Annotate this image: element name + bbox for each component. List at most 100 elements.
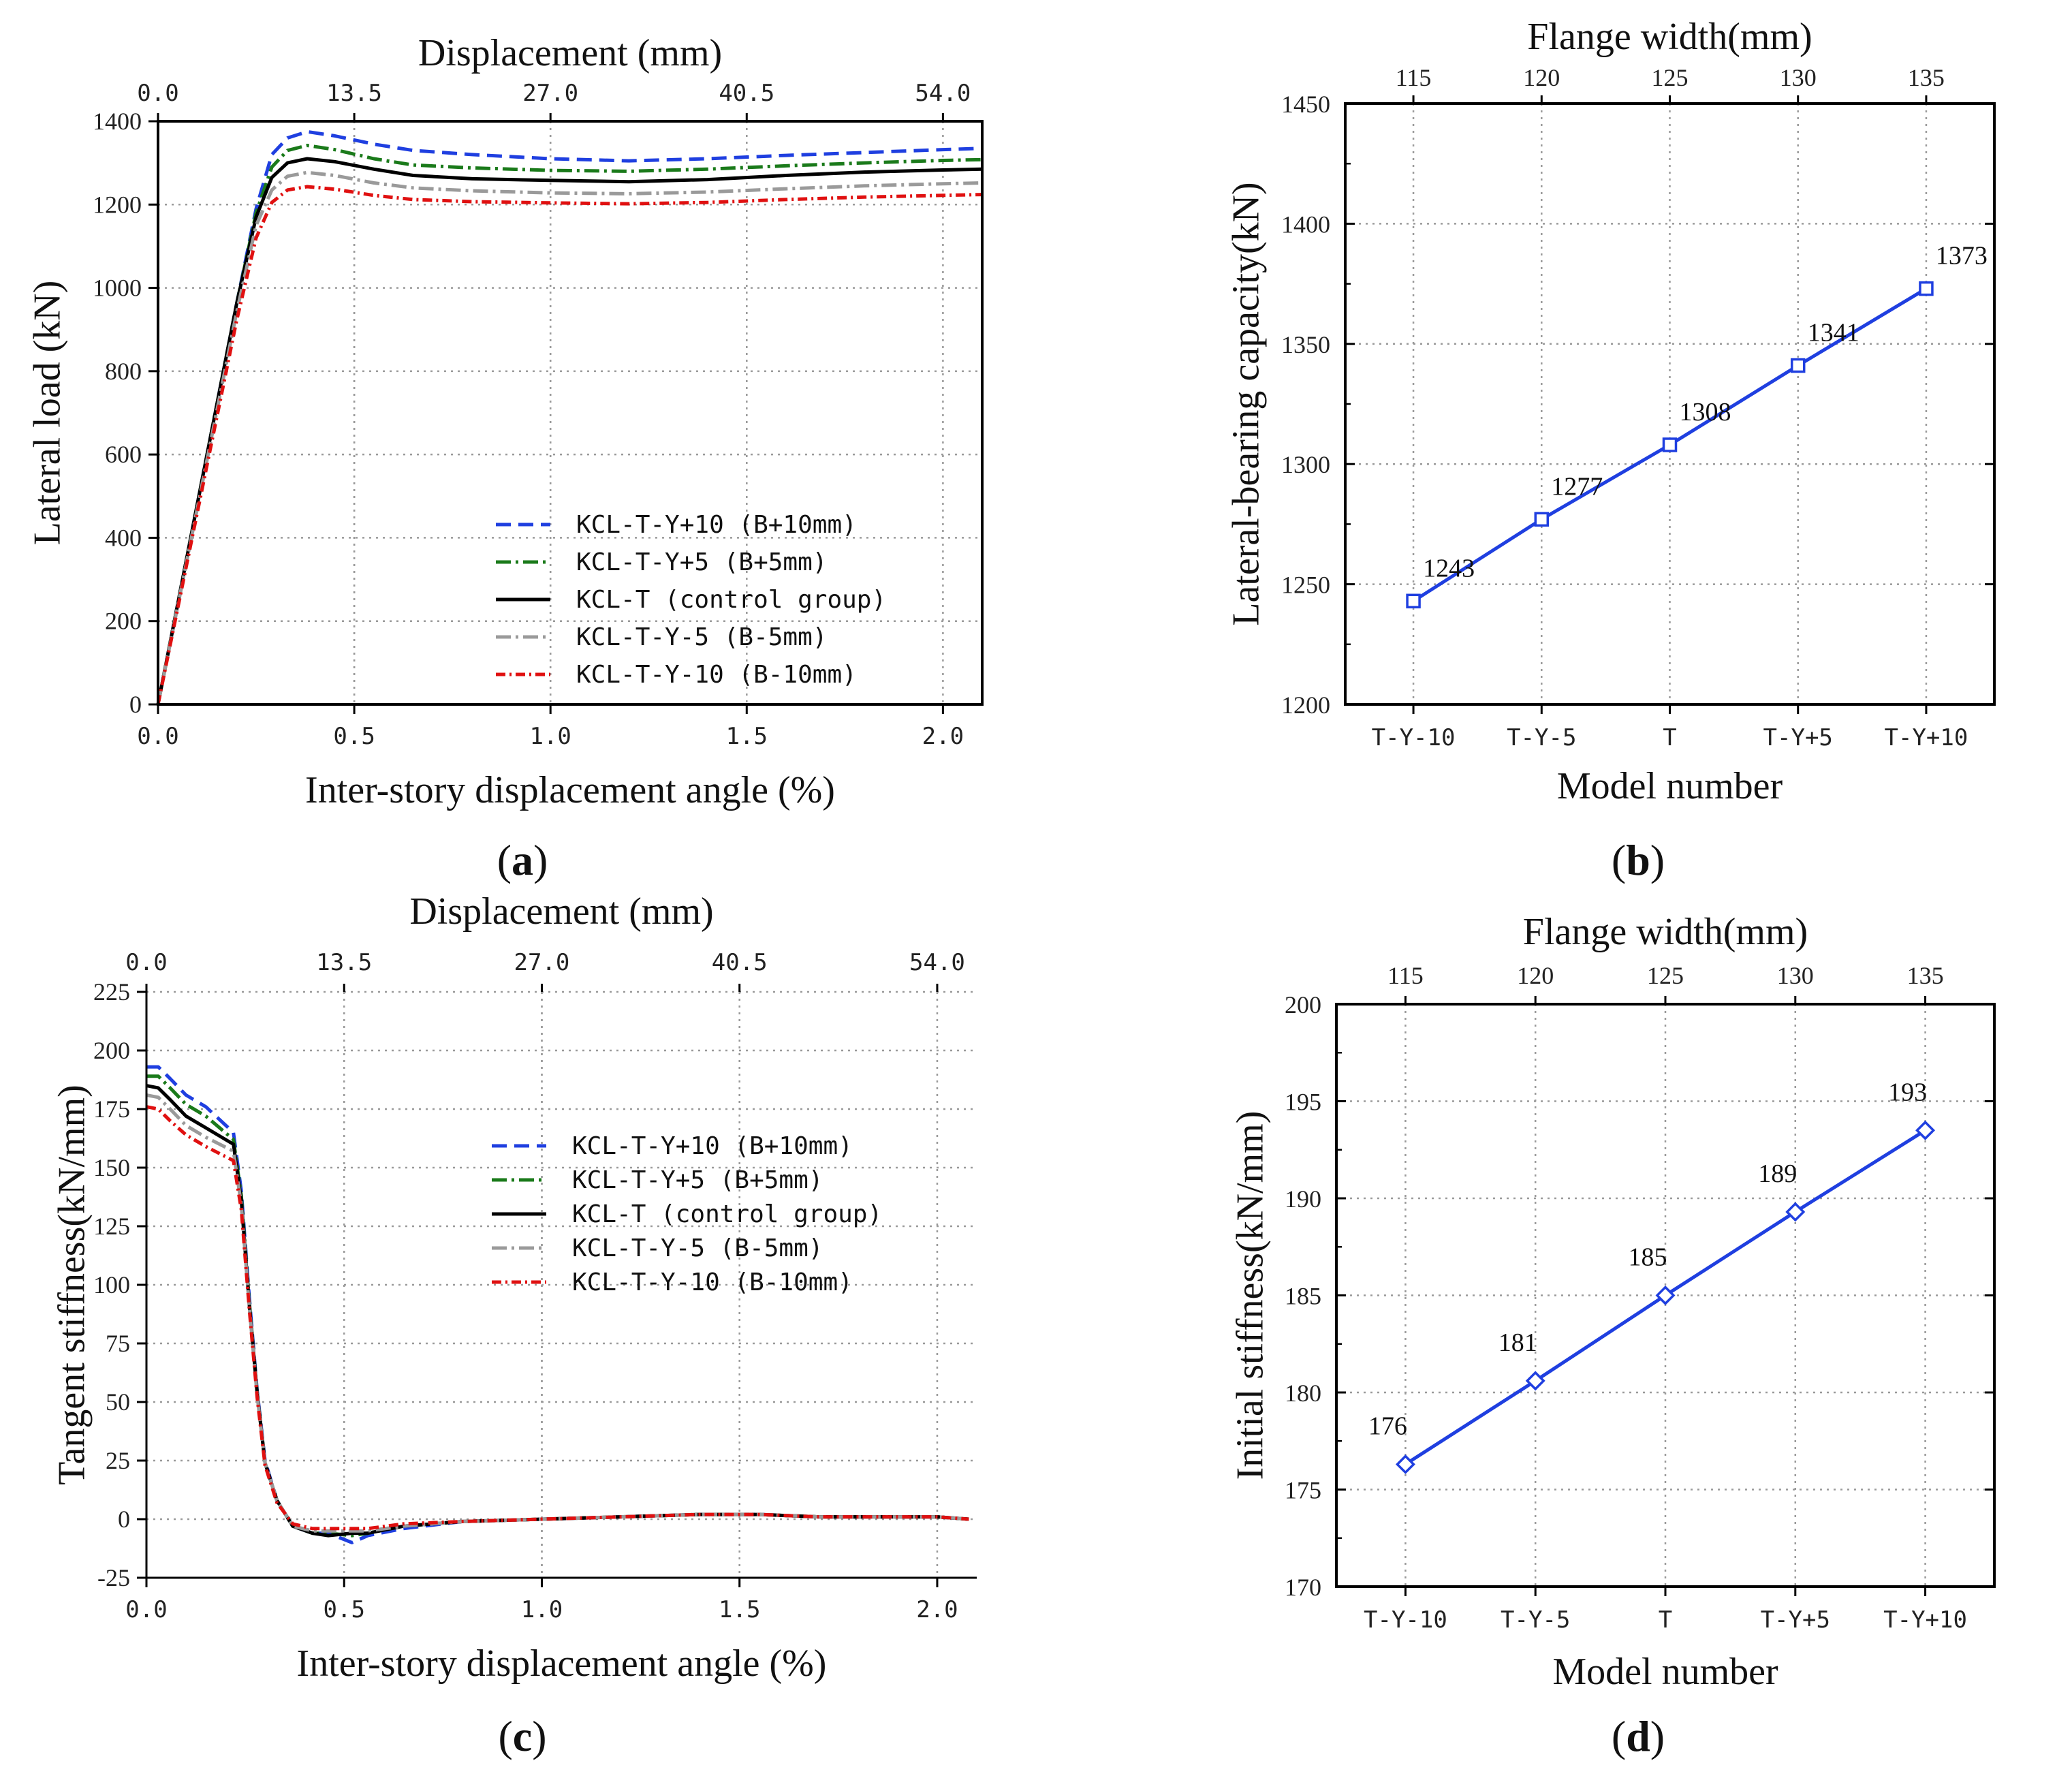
panel-d-x-axis-title: Model number xyxy=(1552,1651,1778,1693)
x-tick-label: T-Y+10 xyxy=(1885,724,1968,751)
data-point-marker xyxy=(1655,1286,1676,1305)
panel-a-label: (a) xyxy=(497,836,548,884)
panel-b-label: (b) xyxy=(1612,836,1665,884)
x-tick-label: 2.0 xyxy=(922,723,964,750)
legend-label-3: KCL-T-Y-5 (B-5mm) xyxy=(572,1234,823,1262)
panel-d-y-axis-title: Initial stiffness(kN/mm) xyxy=(1229,1111,1272,1480)
panel-b-y-axis-title: Lateral-bearing capacity(kN) xyxy=(1225,182,1268,625)
y-tick-label: 1350 xyxy=(1281,331,1330,358)
top-tick-label: 54.0 xyxy=(909,949,965,976)
legend-label-2: KCL-T (control group) xyxy=(572,1200,882,1228)
y-tick-label: 800 xyxy=(105,358,142,385)
panel-c-legend: KCL-T-Y+10 (B+10mm) KCL-T-Y+5 (B+5mm) KCL-… xyxy=(492,1132,882,1296)
panel-a-letter: a xyxy=(512,836,533,884)
panel-c-top-axis-title: Displacement (mm) xyxy=(409,890,713,933)
y-tick-label: 195 xyxy=(1285,1089,1321,1116)
x-tick-label: T-Y-5 xyxy=(1507,724,1576,751)
data-point-marker xyxy=(1406,593,1421,609)
x-tick-label: T xyxy=(1659,1606,1672,1634)
legend-label-0: KCL-T-Y+10 (B+10mm) xyxy=(576,511,857,539)
y-tick-label: -25 xyxy=(97,1564,130,1591)
panel-c: 0.0 0.5 1.0 1.5 2.0 -25 0 25 50 75 100 125 150 175 20… xyxy=(51,890,977,1760)
x-tick-label: 1.5 xyxy=(719,1596,760,1623)
panel-a-y-ticks: 0 200 400 600 800 1000 1200 1400 xyxy=(93,108,158,718)
top-tick-label: 115 xyxy=(1396,64,1432,91)
top-tick-label: 130 xyxy=(1777,962,1814,989)
x-tick-label: T-Y-10 xyxy=(1364,1606,1447,1634)
x-tick-label: T-Y+10 xyxy=(1883,1606,1967,1634)
panel-b-grid xyxy=(1345,104,1994,704)
top-tick-label: 27.0 xyxy=(514,949,570,976)
data-point-marker xyxy=(1919,281,1934,296)
top-tick-label: 0.0 xyxy=(137,80,178,107)
legend-label-4: KCL-T-Y-10 (B-10mm) xyxy=(572,1268,853,1296)
panel-c-top-ticks: 0.0 13.5 27.0 40.5 54.0 xyxy=(125,949,965,992)
data-point-label: 176 xyxy=(1368,1412,1407,1440)
data-point-marker xyxy=(1785,1202,1806,1222)
y-tick-label: 600 xyxy=(105,441,142,468)
top-tick-label: 54.0 xyxy=(915,80,971,107)
top-tick-label: 40.5 xyxy=(712,949,768,976)
y-tick-label: 1200 xyxy=(1281,691,1330,719)
x-tick-label: T-Y-5 xyxy=(1501,1606,1570,1634)
y-tick-label: 0 xyxy=(129,691,142,718)
panel-b-letter: b xyxy=(1626,836,1650,884)
panel-c-letter: c xyxy=(513,1712,532,1760)
series-line-2 xyxy=(156,157,983,705)
top-tick-label: 27.0 xyxy=(522,80,578,107)
panel-d-label: (d) xyxy=(1612,1712,1665,1760)
y-tick-label: 1250 xyxy=(1281,572,1330,599)
panel-a-x-axis-title: Inter-story displacement angle (%) xyxy=(305,769,835,811)
y-tick-label: 1450 xyxy=(1281,91,1330,118)
panel-b-x-axis-title: Model number xyxy=(1557,765,1783,807)
panel-d-top-axis-title: Flange width(mm) xyxy=(1523,911,1808,953)
data-point-marker xyxy=(1662,437,1678,452)
top-tick-label: 125 xyxy=(1652,64,1689,91)
panel-a-top-ticks: 0.0 13.5 27.0 40.5 54.0 xyxy=(137,80,971,121)
y-tick-label: 125 xyxy=(93,1213,130,1240)
top-tick-label: 120 xyxy=(1517,962,1554,989)
panel-c-x-ticks: 0.0 0.5 1.0 1.5 2.0 xyxy=(125,1578,958,1623)
x-tick-label: T-Y-10 xyxy=(1372,724,1456,751)
x-tick-label: 1.5 xyxy=(726,723,768,750)
panel-d-series: 176 181 185 189 193 xyxy=(1368,1078,1936,1474)
data-point-label: 1341 xyxy=(1808,319,1859,347)
series-line-1 xyxy=(156,144,983,705)
top-tick-label: 135 xyxy=(1908,64,1945,91)
y-tick-label: 1200 xyxy=(93,191,142,218)
top-tick-label: 13.5 xyxy=(316,949,372,976)
y-tick-label: 400 xyxy=(105,524,142,551)
legend-label-1: KCL-T-Y+5 (B+5mm) xyxy=(572,1166,823,1194)
panel-d-x-ticks: T-Y-10 T-Y-5 T T-Y+5 T-Y+10 xyxy=(1364,1587,1967,1634)
y-tick-label: 150 xyxy=(93,1154,130,1181)
y-tick-label: 1400 xyxy=(1281,211,1330,238)
data-point-marker xyxy=(1534,512,1550,527)
panel-b-top-ticks: 115 120 125 130 135 xyxy=(1396,64,1945,104)
y-tick-label: 100 xyxy=(93,1271,130,1298)
top-tick-label: 130 xyxy=(1780,64,1817,91)
x-tick-label: T xyxy=(1663,724,1676,751)
panel-c-y-ticks: -25 0 25 50 75 100 125 150 175 200 225 xyxy=(93,978,146,1591)
data-point-label: 1243 xyxy=(1423,554,1475,582)
top-tick-label: 135 xyxy=(1907,962,1944,989)
y-tick-label: 175 xyxy=(93,1095,130,1123)
y-tick-label: 0 xyxy=(118,1506,130,1533)
panel-d-y-ticks: 170 175 180 185 190 195 200 xyxy=(1285,991,1994,1601)
x-tick-label: T-Y+5 xyxy=(1761,1606,1830,1634)
x-tick-label: 0.0 xyxy=(137,723,178,750)
panel-c-series xyxy=(146,1065,969,1544)
y-tick-label: 190 xyxy=(1285,1185,1321,1213)
panel-a-series xyxy=(156,129,983,705)
top-tick-label: 13.5 xyxy=(326,80,382,107)
y-tick-label: 200 xyxy=(1285,991,1321,1018)
legend-label-1: KCL-T-Y+5 (B+5mm) xyxy=(576,548,827,576)
y-tick-label: 170 xyxy=(1285,1574,1321,1601)
legend-label-2: KCL-T (control group) xyxy=(576,586,886,614)
legend-label-0: KCL-T-Y+10 (B+10mm) xyxy=(572,1132,853,1160)
y-tick-label: 200 xyxy=(105,608,142,635)
y-tick-label: 75 xyxy=(106,1330,130,1357)
x-tick-label: 2.0 xyxy=(916,1596,958,1623)
